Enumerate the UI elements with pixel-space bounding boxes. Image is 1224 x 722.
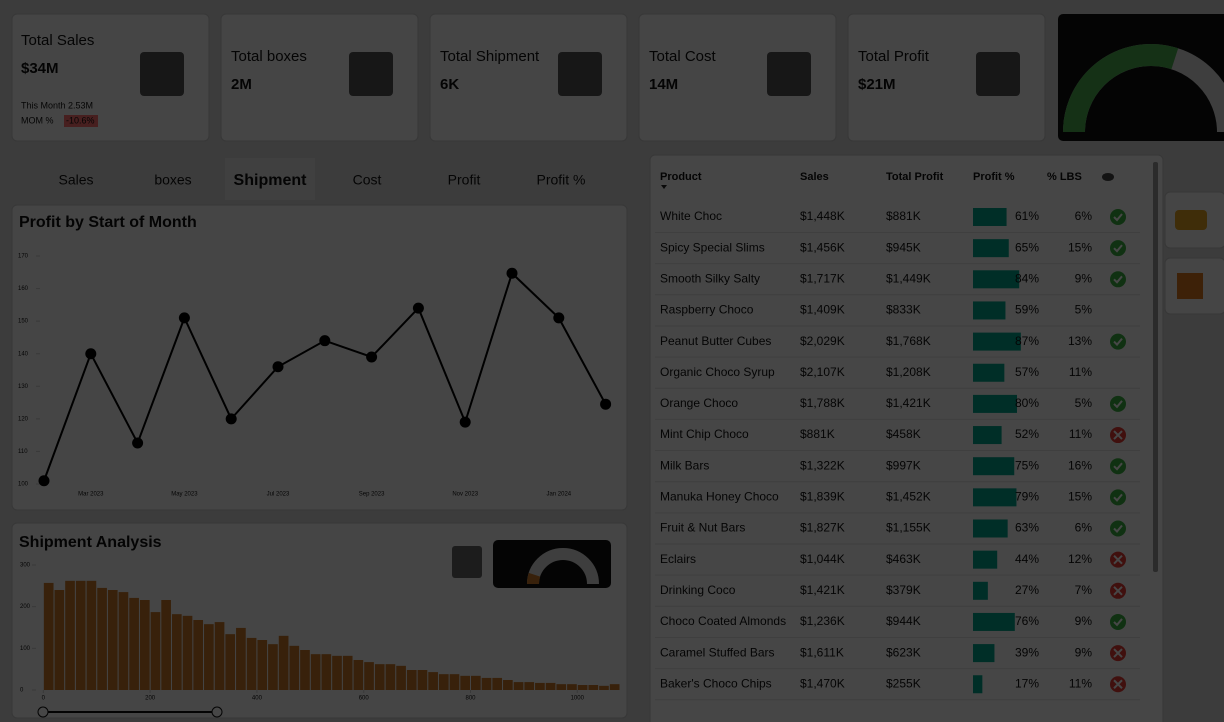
- page: { "kpis": [ {"title": "Total Sales", "va…: [0, 0, 1224, 722]
- dashboard: Total Sales$34MThis Month 2.53MMOM %-10.…: [0, 0, 1224, 722]
- dim-overlay: [0, 0, 1224, 722]
